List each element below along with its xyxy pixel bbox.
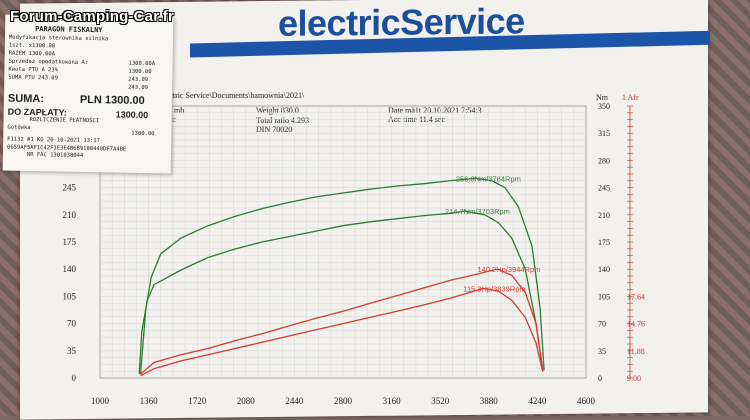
header-path: electric Service\Documents\hamownia\2021… [160, 91, 305, 100]
afr-tick-label: 14.76 [627, 320, 645, 329]
receipt-line: SUMA PTU 243.09 [8, 74, 58, 82]
y-right-nm-label: Nm [596, 93, 609, 102]
header-din: DIN 70020 [256, 125, 293, 134]
y-right-nm-tick-label: 105 [598, 292, 610, 301]
series-line-torque_modified [139, 177, 545, 375]
fiscal-receipt: electricService PARAGON FISKALNY Modyfik… [2, 12, 174, 174]
receipt-zaplaty-label: DO ZAPŁATY: [7, 106, 67, 118]
watermark: Forum-Camping-Car.fr [10, 8, 175, 25]
receipt-footer-3: NR FAC 1301038044 [26, 151, 84, 159]
receipt-value: 243.09 [128, 76, 149, 84]
y-right-nm-tick-label: 175 [598, 238, 610, 247]
x-tick-label: 2440 [285, 396, 304, 406]
afr-tick-label: 9.00 [627, 374, 641, 383]
y-left-tick-label: 210 [63, 210, 77, 220]
peak-annotation: 140.2Hp/3944Rpm [477, 265, 540, 274]
receipt-footer-1: F1132 #1 KO 20-10-2021 13:17 [7, 136, 100, 145]
x-tick-label: 3520 [431, 396, 450, 406]
y-right-nm-tick-label: 245 [598, 184, 610, 193]
receipt-line: Sprzedaż opodatkowana A: [8, 58, 89, 66]
x-tick-label: 2080 [237, 396, 256, 406]
receipt-suma-label: SUMA: [7, 92, 45, 106]
x-tick-label: 1720 [188, 396, 207, 406]
y-left-tick-label: 105 [63, 291, 77, 301]
receipt-line: Modyfikacja sterownika silnika [8, 34, 109, 43]
series-line-power_stock [140, 287, 544, 377]
y-left-tick-label: 140 [63, 264, 77, 274]
afr-tick-label: 11.88 [627, 347, 645, 356]
y-right-nm-tick-label: 35 [598, 347, 606, 356]
receipt-zaplaty-value: 1300.00 [115, 109, 149, 121]
header-mb: 013 mb [160, 106, 185, 115]
receipt-suma-value: PLN 1300.00 [79, 93, 145, 107]
y-right-nm-tick-label: 350 [598, 102, 610, 111]
afr-tick-label: 17.64 [627, 292, 645, 301]
x-tick-label: 1360 [140, 396, 159, 406]
receipt-line: Kwota PTU A 23% [8, 66, 59, 74]
chart-series [138, 177, 545, 377]
receipt-value: 243.09 [128, 84, 149, 92]
x-tick-label: 1000 [91, 396, 110, 406]
y-right-nm-tick-label: 140 [598, 265, 610, 274]
receipt-title: PARAGON FISKALNY [35, 25, 103, 35]
receipt-footer-2: 0659AF5AF1C42F1E3E4B6B9188440DF7A4BE [6, 144, 127, 153]
y-right-nm-tick-label: 280 [598, 156, 610, 165]
y-right-nm-tick-label: 210 [598, 211, 610, 220]
x-tick-label: 4240 [528, 396, 547, 406]
receipt-value: 1300.00 [128, 68, 152, 76]
header-date: Date mä1t 20.10.2021 7:54:3 [388, 106, 482, 115]
peak-annotation: 214.7Nm/3703Rpm [445, 207, 510, 216]
y-left-tick-label: 0 [72, 373, 77, 383]
receipt-value: 1300.00A [128, 60, 156, 68]
receipt-line: 1szt. x1300.00 [8, 42, 56, 50]
header-weight: Weight 830.0 [256, 106, 299, 115]
y-left-tick-label: 245 [63, 183, 77, 193]
y-left-tick-label: 175 [63, 237, 77, 247]
receipt-gotowka-value: 1300.00 [131, 130, 155, 138]
receipt-gotowka: Gotówka [7, 124, 31, 132]
y-right-nm-tick-label: 0 [598, 374, 602, 383]
x-tick-label: 2800 [334, 396, 353, 406]
x-tick-label: 3880 [480, 396, 499, 406]
peak-annotation: 256.8Nm/3784Rpm [456, 174, 521, 183]
y-right-nm-tick-label: 315 [598, 129, 610, 138]
x-tick-label: 4600 [577, 396, 596, 406]
y-right-nm-tick-label: 70 [598, 320, 606, 329]
afr-axis-label: 1 Afr [622, 93, 639, 102]
receipt-rozliczenie: ROZLICZENIE PŁATNOŚCI [29, 116, 100, 125]
y-left-tick-label: 70 [67, 319, 77, 329]
chart-annotations: 256.8Nm/3784Rpm 214.7Nm/3703Rpm 140.2Hp/39… [445, 174, 541, 293]
x-tick-label: 3160 [383, 396, 402, 406]
peak-annotation: 115.3Hp/3839Rpm [463, 284, 525, 293]
y-left-tick-label: 35 [67, 346, 77, 356]
series-line-torque_stock [138, 210, 544, 375]
receipt-line: RAZEM 1300.00A [8, 50, 56, 58]
series-line-power_modified [140, 268, 544, 375]
